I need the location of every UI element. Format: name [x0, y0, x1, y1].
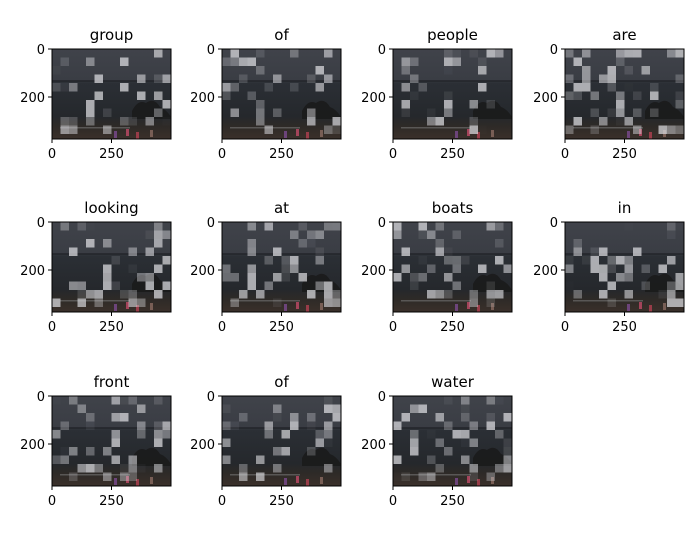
y-tick-label: 0 — [378, 43, 386, 58]
x-tick-label: 250 — [440, 147, 465, 162]
panel-title: front — [94, 373, 130, 391]
x-tick-label: 250 — [269, 320, 294, 335]
y-tick-label: 200 — [190, 91, 215, 106]
x-tick-label: 250 — [269, 147, 294, 162]
y-tick-label: 200 — [20, 438, 45, 453]
attention-image — [52, 396, 171, 486]
x-tick-label: 0 — [48, 320, 56, 335]
panel-title: are — [612, 26, 636, 44]
attention-image — [393, 49, 512, 139]
panel-title: of — [274, 26, 289, 44]
x-tick-label: 0 — [389, 147, 397, 162]
x-tick-label: 0 — [48, 147, 56, 162]
attention-image — [52, 49, 171, 139]
y-tick-label: 200 — [533, 264, 558, 279]
attention-image — [565, 49, 684, 139]
panel-title: in — [618, 199, 632, 217]
panel-title: people — [427, 26, 478, 44]
x-tick-label: 0 — [389, 320, 397, 335]
y-tick-label: 0 — [37, 390, 45, 405]
y-tick-label: 0 — [550, 216, 558, 231]
x-tick-label: 250 — [440, 320, 465, 335]
attention-image — [52, 222, 171, 312]
panel-8-front: front 0 200 0 250 — [20, 373, 172, 509]
panel-title: of — [274, 373, 289, 391]
x-tick-label: 0 — [48, 494, 56, 509]
panel-3-are: are 0 200 0 250 — [533, 26, 685, 162]
panel-0-group: group 0 200 0 250 — [20, 26, 172, 162]
panel-title: water — [431, 373, 475, 391]
panel-title: group — [90, 26, 134, 44]
y-tick-label: 200 — [361, 438, 386, 453]
panel-10-water: water 0 200 0 250 — [361, 373, 513, 509]
attention-image — [222, 49, 341, 139]
attention-image — [393, 222, 512, 312]
panel-6-boats: boats 0 200 0 250 — [361, 199, 513, 335]
y-tick-label: 0 — [207, 390, 215, 405]
panel-9-of: of 0 200 0 250 — [190, 373, 342, 509]
panel-2-people: people 0 200 0 250 — [361, 26, 513, 162]
panel-title: at — [274, 199, 289, 217]
panel-5-at: at 0 200 0 250 — [190, 199, 342, 335]
y-tick-label: 0 — [37, 43, 45, 58]
panel-1-of: of 0 200 0 250 — [190, 26, 342, 162]
x-tick-label: 250 — [269, 494, 294, 509]
x-tick-label: 0 — [561, 320, 569, 335]
x-tick-label: 0 — [389, 494, 397, 509]
attention-image — [393, 396, 512, 486]
y-tick-label: 0 — [378, 216, 386, 231]
y-tick-label: 0 — [207, 216, 215, 231]
x-tick-label: 250 — [612, 320, 637, 335]
panel-4-looking: looking 0 200 0 250 — [20, 199, 172, 335]
x-tick-label: 250 — [440, 494, 465, 509]
x-tick-label: 250 — [99, 320, 124, 335]
x-tick-label: 250 — [612, 147, 637, 162]
x-tick-label: 0 — [218, 494, 226, 509]
y-tick-label: 0 — [550, 43, 558, 58]
y-tick-label: 200 — [20, 91, 45, 106]
y-tick-label: 200 — [361, 264, 386, 279]
y-tick-label: 200 — [190, 438, 215, 453]
attention-image — [565, 222, 684, 312]
x-tick-label: 0 — [561, 147, 569, 162]
panel-title: looking — [84, 199, 138, 217]
x-tick-label: 0 — [218, 147, 226, 162]
y-tick-label: 200 — [20, 264, 45, 279]
y-tick-label: 0 — [37, 216, 45, 231]
y-tick-label: 200 — [190, 264, 215, 279]
x-tick-label: 250 — [99, 494, 124, 509]
attention-image — [222, 222, 341, 312]
attention-image — [222, 396, 341, 486]
y-tick-label: 200 — [533, 91, 558, 106]
x-tick-label: 250 — [99, 147, 124, 162]
y-tick-label: 0 — [378, 390, 386, 405]
panel-title: boats — [432, 199, 474, 217]
panel-7-in: in 0 200 0 250 — [533, 199, 685, 335]
y-tick-label: 200 — [361, 91, 386, 106]
y-tick-label: 0 — [207, 43, 215, 58]
x-tick-label: 0 — [218, 320, 226, 335]
